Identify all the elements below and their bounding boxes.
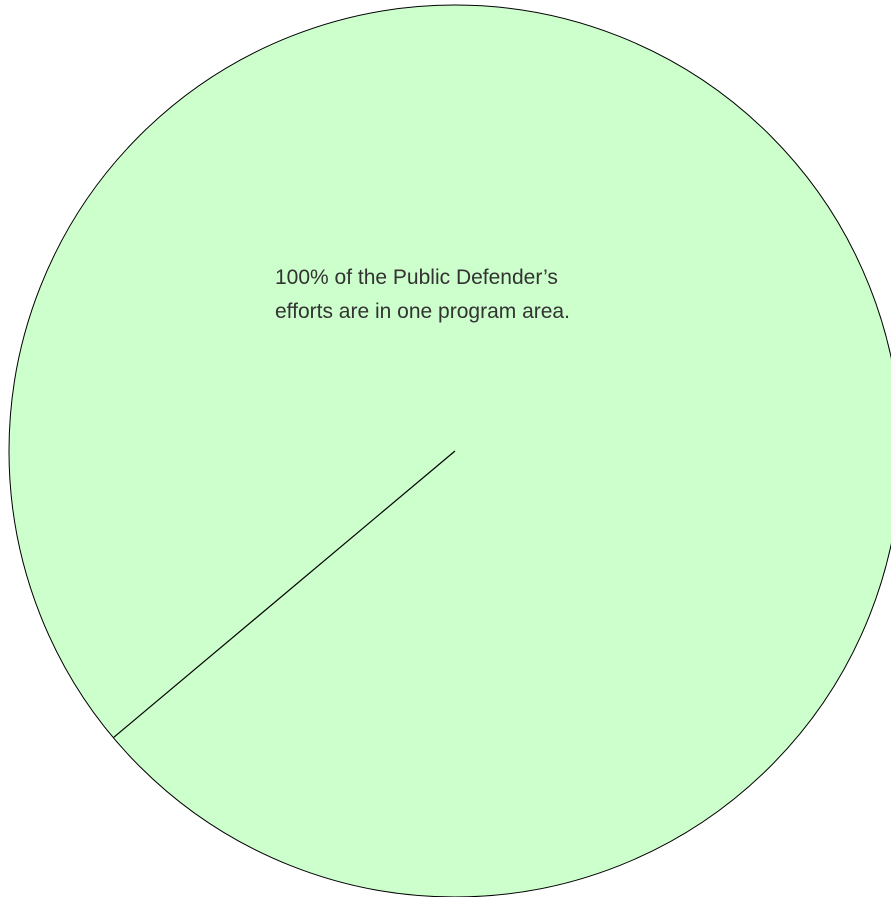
pie-slice (8, 4, 891, 897)
annotation-line-1: 100% of the Public Defender’s (275, 266, 558, 289)
pie-slice-divider (112, 450, 456, 739)
annotation-line-2: efforts are in one program area. (275, 300, 570, 323)
pie-dividers (112, 450, 456, 739)
pie-slices (8, 4, 891, 897)
